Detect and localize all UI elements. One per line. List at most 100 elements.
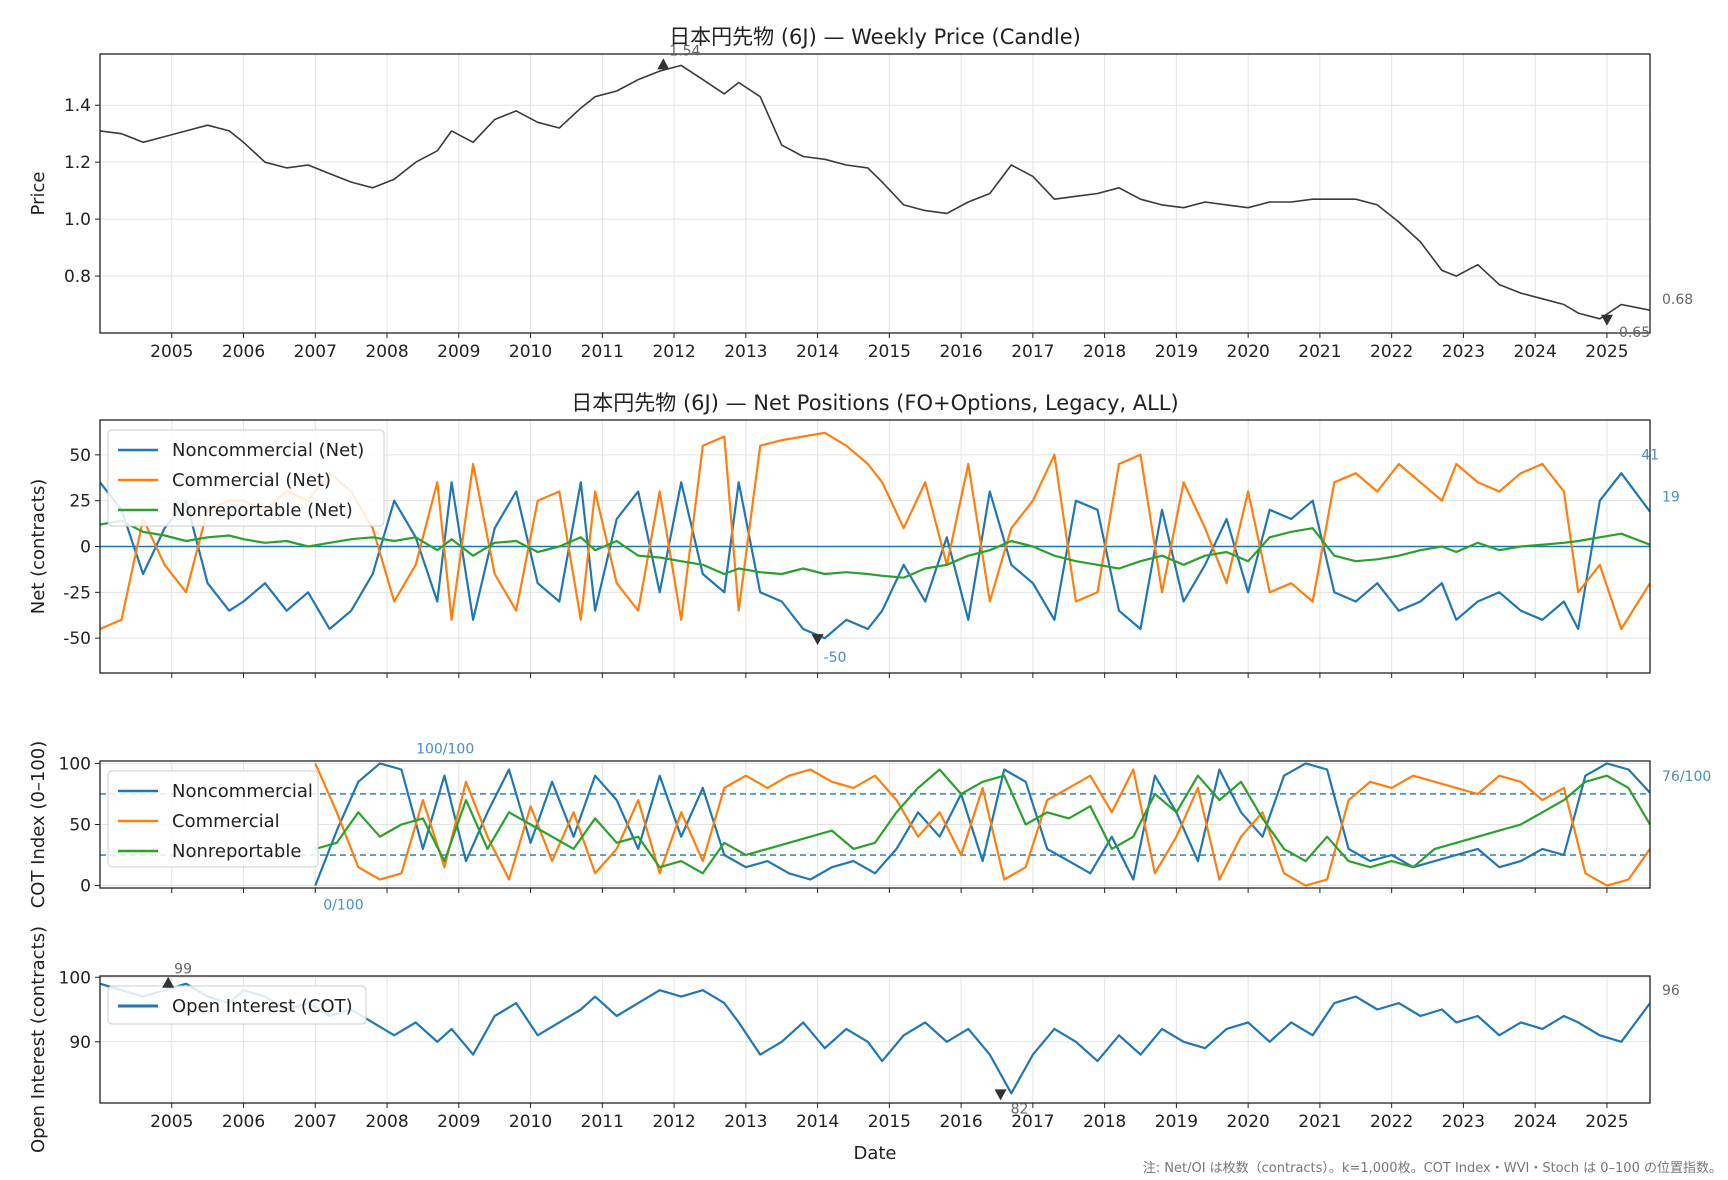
x-tick-label: 2025 — [1585, 342, 1628, 362]
x-tick-label: 2014 — [796, 342, 839, 362]
legend-box — [107, 985, 367, 1025]
x-tick-label: 2010 — [509, 1112, 552, 1132]
x-tick-label: 2005 — [150, 342, 193, 362]
y-tick-label: 100 — [59, 754, 91, 774]
x-tick-label: 2015 — [868, 342, 911, 362]
legend-label: Commercial (Net) — [172, 470, 331, 491]
data-annotation: 82 — [1011, 1101, 1029, 1117]
x-tick-label: 2011 — [581, 1112, 624, 1132]
y-axis-label: Price — [28, 172, 49, 216]
legend: Noncommercial (Net) Commercial (Net) Nonre… — [107, 429, 385, 527]
series-line-2 — [314, 762, 1650, 887]
x-tick-label: 2009 — [437, 342, 480, 362]
legend-label: Noncommercial — [172, 781, 313, 802]
y-tick-label: 0 — [80, 877, 91, 897]
x-tick-label: 2010 — [509, 342, 552, 362]
axes-frame — [99, 53, 1651, 334]
x-tick-label: 2016 — [939, 1112, 982, 1132]
legend-box — [107, 429, 385, 527]
data-annotation: 100/100 — [416, 741, 474, 757]
annotation-marker — [162, 976, 175, 988]
data-annotation: 1.54 — [669, 43, 700, 59]
x-tick-label: 2018 — [1083, 342, 1126, 362]
x-tick-label: 2021 — [1298, 342, 1341, 362]
legend-label: Commercial — [172, 811, 280, 832]
x-tick-label: 2024 — [1514, 342, 1557, 362]
x-tick-label: 2015 — [868, 1112, 911, 1132]
legend-label: Noncommercial (Net) — [172, 440, 364, 461]
x-tick-label: 2025 — [1585, 1112, 1628, 1132]
y-tick-label: 1.0 — [64, 210, 91, 230]
x-tick-label: 2013 — [724, 342, 767, 362]
x-tick-label: 2020 — [1227, 1112, 1270, 1132]
chart-title: 日本円先物 (6J) — Net Positions (FO+Options, … — [571, 391, 1178, 415]
y-axis-label: Net (contracts) — [28, 479, 49, 615]
footnote: 注: Net/OI は枚数（contracts）。k=1,000枚。COT In… — [1143, 1161, 1722, 1176]
x-tick-label: 2014 — [796, 1112, 839, 1132]
y-tick-label: 90 — [69, 1033, 91, 1053]
series-line-3 — [100, 519, 1650, 579]
data-annotation: 0.68 — [1662, 292, 1693, 308]
x-tick-label: 2011 — [581, 342, 624, 362]
chart-panel-3: 0 50 100 COT Index (0–100) Noncommercial Comm… — [28, 741, 1711, 914]
x-tick-label: 2021 — [1298, 1112, 1341, 1132]
annotation-marker — [994, 1089, 1007, 1101]
axes-frame — [99, 419, 1651, 674]
data-annotation: 0/100 — [323, 898, 363, 914]
data-annotation: 0.65 — [1619, 325, 1650, 341]
x-tick-label: 2012 — [652, 1112, 695, 1132]
x-tick-label: 2006 — [222, 342, 265, 362]
x-tick-label: 2007 — [294, 342, 337, 362]
axes-frame — [99, 975, 1651, 1104]
data-annotation: 76/100 — [1662, 769, 1711, 785]
x-tick-label: 2017 — [1011, 342, 1054, 362]
x-tick-label: 2022 — [1370, 1112, 1413, 1132]
y-tick-label: -50 — [63, 629, 91, 649]
x-tick-label: 2017 — [1011, 1112, 1054, 1132]
annotation-marker — [811, 634, 824, 646]
y-axis-label: Open Interest (contracts) — [28, 926, 49, 1153]
x-axis-label: Date — [853, 1143, 896, 1164]
x-tick-label: 2016 — [939, 342, 982, 362]
y-tick-label: 0 — [80, 538, 91, 558]
legend: Noncommercial Commercial Nonreportable — [107, 770, 319, 868]
x-tick-label: 2012 — [652, 342, 695, 362]
x-tick-label: 2022 — [1370, 342, 1413, 362]
data-annotation: 99 — [174, 962, 192, 978]
legend-label: Nonreportable — [172, 841, 301, 862]
chart-title: 日本円先物 (6J) — Weekly Price (Candle) — [669, 25, 1081, 49]
legend-box — [107, 770, 319, 868]
series-line-1 — [100, 472, 1650, 640]
y-tick-label: 50 — [69, 816, 91, 836]
legend: Open Interest (COT) — [107, 985, 367, 1025]
series-line-1 — [100, 64, 1650, 320]
data-annotation: -50 — [824, 650, 847, 666]
data-annotation: 41 — [1641, 447, 1659, 463]
annotation-marker — [657, 58, 670, 70]
y-tick-label: 1.2 — [64, 153, 91, 173]
data-annotation: 19 — [1662, 490, 1680, 506]
series-group — [314, 762, 1650, 887]
annotation-marker — [1600, 314, 1613, 326]
y-tick-label: 25 — [69, 492, 91, 512]
x-tick-label: 2019 — [1155, 342, 1198, 362]
x-tick-label: 2019 — [1155, 1112, 1198, 1132]
x-tick-label: 2007 — [294, 1112, 337, 1132]
x-tick-label: 2023 — [1442, 1112, 1485, 1132]
chart-panel-1: 2005 2006 2007 2008 2009 2010 2011 2012 2013 2014… — [28, 25, 1693, 362]
y-tick-label: 100 — [59, 968, 91, 988]
y-tick-label: -25 — [63, 583, 91, 603]
x-tick-label: 2006 — [222, 1112, 265, 1132]
series-line-3 — [314, 768, 1650, 875]
x-tick-label: 2009 — [437, 1112, 480, 1132]
series-group — [100, 64, 1650, 320]
chart-panel-2: -50 -25 0 25 50 日本円先物 (6J) — Net Positions (F… — [28, 391, 1680, 678]
x-tick-label: 2018 — [1083, 1112, 1126, 1132]
x-tick-label: 2020 — [1227, 342, 1270, 362]
x-tick-label: 2024 — [1514, 1112, 1557, 1132]
y-tick-label: 0.8 — [64, 267, 91, 287]
x-tick-label: 2008 — [365, 1112, 408, 1132]
data-annotation: 96 — [1662, 983, 1680, 999]
y-tick-label: 50 — [69, 446, 91, 466]
